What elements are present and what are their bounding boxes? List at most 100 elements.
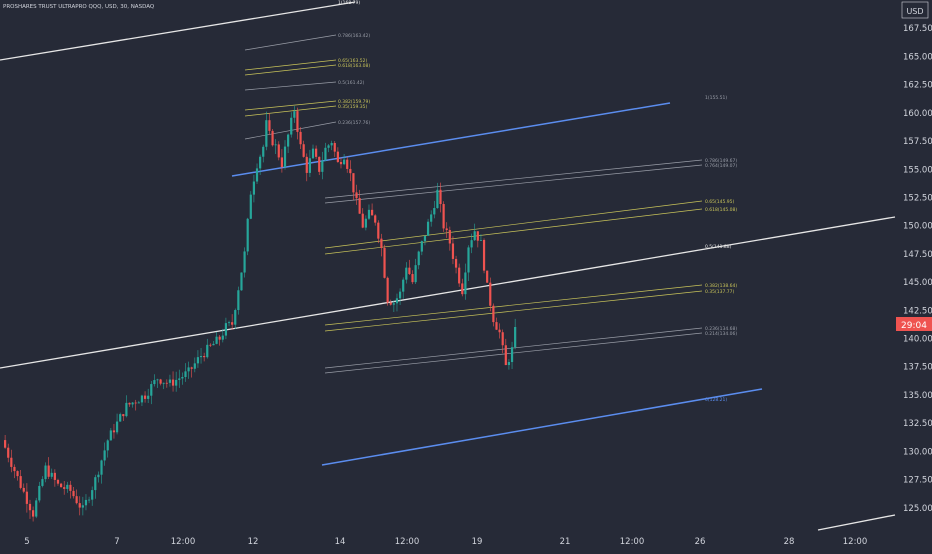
x-tick-label: 12: [248, 537, 259, 547]
candle-body: [168, 379, 172, 383]
candle-body: [364, 218, 367, 228]
x-tick-label: 28: [784, 537, 795, 547]
candle-body: [495, 322, 498, 330]
candle-body: [321, 160, 324, 172]
y-tick-label: 165.00: [903, 52, 932, 62]
fib-top-label: 0.65(163.52): [338, 58, 368, 64]
candle-body: [112, 430, 116, 433]
candle-body: [486, 270, 489, 283]
candle-body: [402, 279, 405, 292]
candle-body: [125, 402, 128, 417]
candle-body: [100, 460, 103, 475]
candle-body: [50, 472, 53, 477]
candle-body: [461, 283, 464, 295]
x-tick-label: 12:00: [171, 537, 196, 547]
fib-channel-label: 0.786(149.67): [705, 158, 737, 164]
candle-body: [333, 142, 336, 152]
candle-body: [165, 382, 168, 384]
candle-body: [482, 239, 486, 271]
fib-top-label: 0.618(163.08): [338, 63, 370, 69]
candle-body: [296, 111, 299, 132]
fib-channel-label: 0(128.21): [705, 397, 727, 403]
candle-body: [430, 214, 433, 222]
candle-body: [199, 356, 203, 358]
candle-body: [510, 347, 514, 363]
candle-body: [454, 258, 458, 268]
candle-body: [103, 450, 106, 461]
fib-top-label: 0.5(161.42): [338, 80, 365, 86]
y-tick-label: 160.00: [903, 109, 932, 119]
x-tick-label: 21: [560, 537, 571, 547]
candle-body: [218, 336, 221, 340]
y-tick-label: 135.00: [903, 391, 932, 401]
candle-body: [4, 440, 7, 448]
y-tick-label: 152.50: [903, 193, 932, 203]
candle-body: [87, 499, 91, 501]
candle-body: [514, 327, 517, 348]
candle-body: [227, 322, 231, 324]
candle-body: [439, 189, 442, 205]
candle-body: [339, 161, 343, 165]
channel-lines[interactable]: [0, 1, 896, 531]
fib-channel-line: [324, 332, 703, 374]
candle-body: [448, 230, 451, 244]
candle-body: [196, 357, 200, 364]
candle-body: [464, 272, 467, 295]
candle-body: [128, 402, 131, 405]
candle-body: [305, 156, 308, 173]
fib-channel-levels[interactable]: 1(155.51) 0.786(149.67)0.764(149.07) 0.65(…: [324, 95, 737, 403]
candle-body: [153, 380, 156, 385]
symbol-title: PROSHARES TRUST ULTRAPRO QQQ, USD, 30, N…: [3, 4, 155, 10]
time-axis[interactable]: 5 7 12:00 12 14 12:00 19 21 12:00 26 28 12:00: [24, 537, 867, 547]
candle-body: [501, 332, 504, 346]
currency-box[interactable]: [901, 1, 929, 19]
candle-body: [504, 345, 507, 366]
fib-channel-line: [324, 290, 703, 332]
candle-body: [91, 490, 94, 500]
candle-body: [268, 120, 271, 131]
candle-body: [44, 465, 47, 480]
candle-body: [66, 484, 69, 489]
candle-body: [249, 194, 252, 219]
fib-top-label: 0.786(163.42): [338, 33, 370, 39]
candle-body: [411, 274, 414, 283]
fib-top-label: 1(168.79): [338, 0, 360, 6]
fib-levels-top[interactable]: 1(168.79) 0.786(163.42) 0.65(163.52)0.618(…: [244, 0, 370, 140]
candle-body: [150, 384, 153, 396]
lower-white-channel-line: [817, 514, 896, 531]
y-tick-label: 147.50: [903, 250, 932, 260]
candle-body: [355, 192, 358, 199]
candle-body: [47, 465, 50, 477]
candle-body: [246, 218, 249, 252]
y-tick-label: 162.50: [903, 81, 932, 91]
countdown-badge: [896, 317, 932, 331]
price-axis[interactable]: 167.50 165.00 162.50 160.00 157.50 155.00 152.…: [903, 24, 932, 514]
candle-body: [458, 267, 461, 284]
candle-body: [19, 476, 22, 488]
candle-body: [122, 414, 125, 417]
candle-body: [193, 363, 196, 369]
candle-body: [184, 371, 187, 377]
candle-body: [7, 447, 10, 458]
candle-body: [190, 367, 193, 369]
x-tick-label: 12:00: [395, 537, 420, 547]
candle-body: [395, 298, 399, 304]
candle-body: [343, 159, 346, 165]
candle-body: [426, 221, 430, 236]
candle-body: [231, 322, 234, 325]
fib-channel-label: 0.214(134.06): [705, 331, 737, 337]
candle-body: [94, 477, 97, 491]
candle-body: [327, 145, 330, 148]
candle-body: [492, 305, 495, 323]
candle-body: [240, 272, 243, 291]
candle-body: [283, 146, 287, 168]
candle-body: [156, 379, 159, 381]
candle-body: [349, 168, 352, 174]
fib-top-line: [244, 100, 337, 111]
candle-body: [467, 247, 470, 273]
candle-body: [280, 157, 283, 168]
candle-body: [84, 499, 88, 506]
y-tick-label: 127.50: [903, 476, 932, 486]
